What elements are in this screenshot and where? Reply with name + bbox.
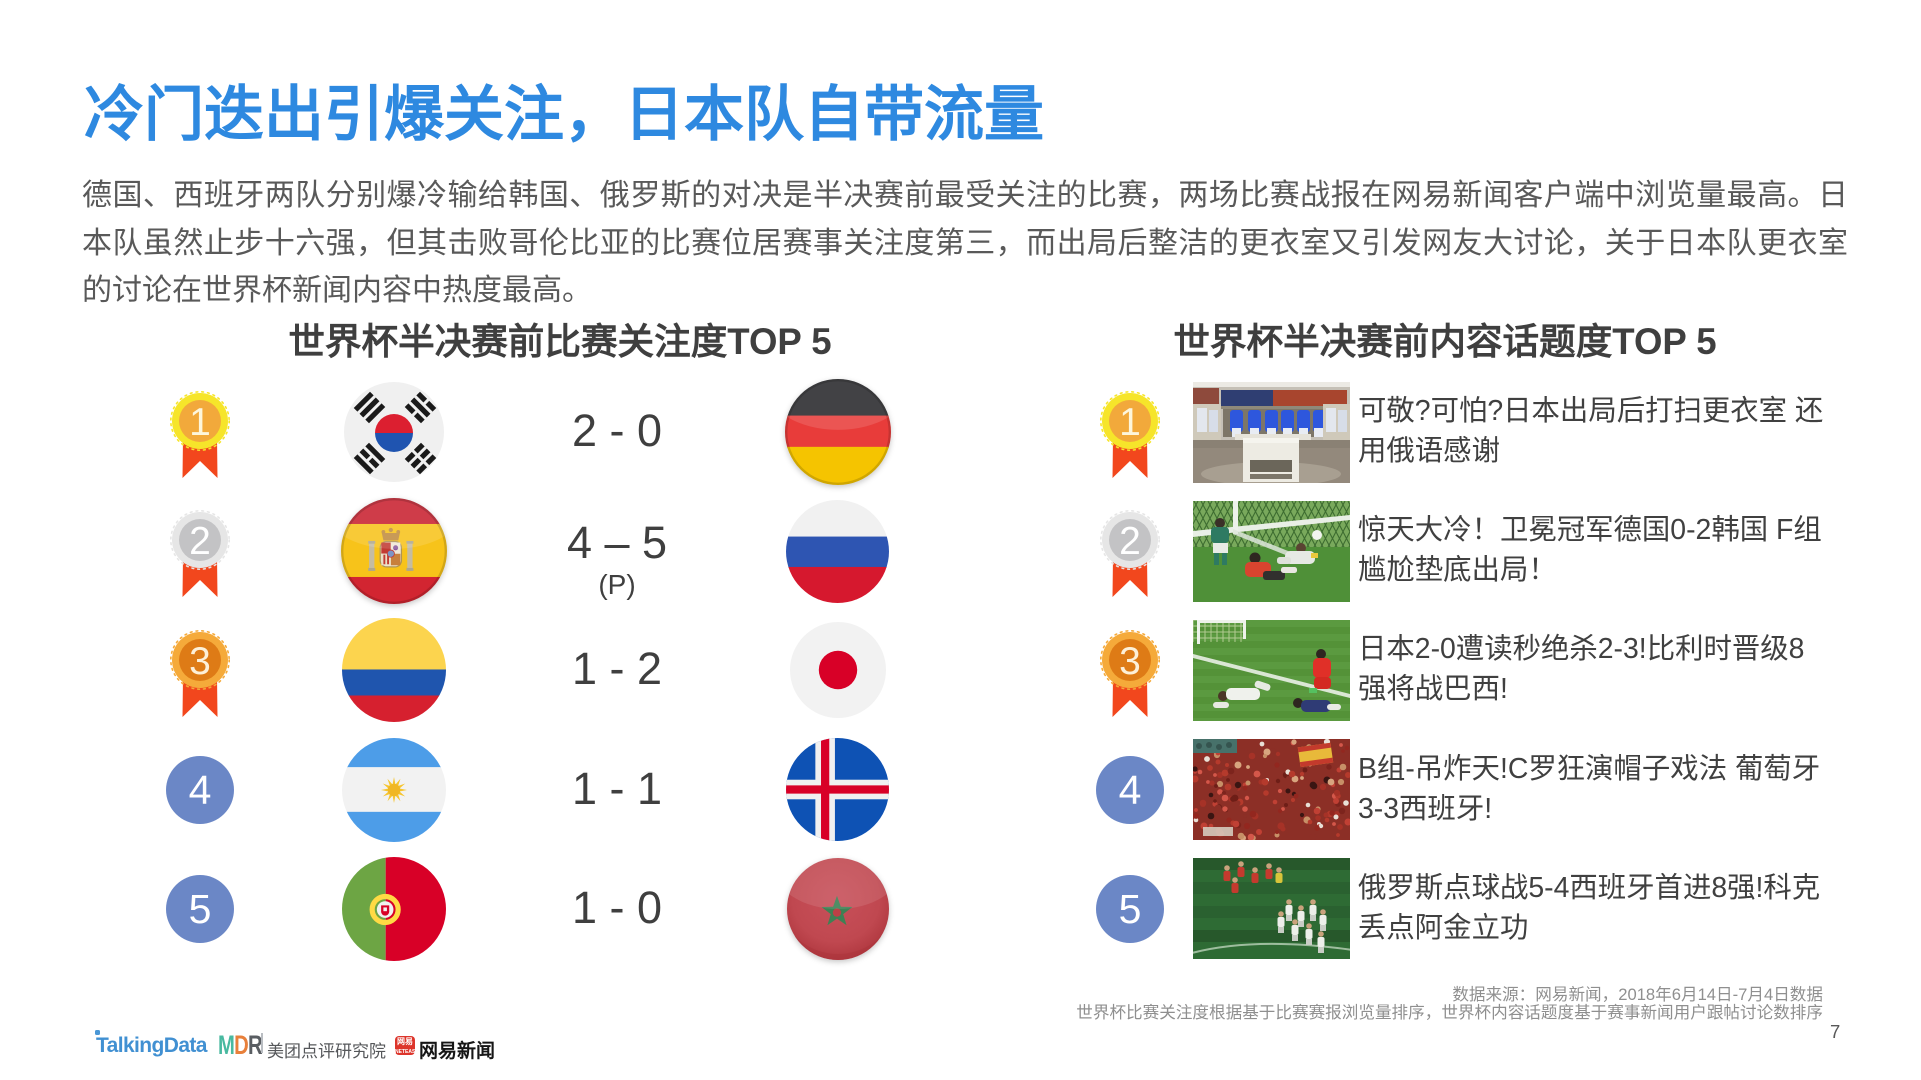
- svg-text:3: 3: [189, 640, 211, 683]
- svg-text:5: 5: [1119, 886, 1142, 932]
- svg-text:1: 1: [189, 401, 211, 444]
- svg-text:4: 4: [1119, 767, 1142, 813]
- svg-text:2: 2: [189, 520, 211, 563]
- svg-text:1: 1: [1119, 401, 1141, 444]
- svg-text:2: 2: [1119, 520, 1141, 563]
- svg-text:3: 3: [1119, 640, 1141, 683]
- svg-text:4: 4: [189, 767, 212, 813]
- svg-text:5: 5: [189, 886, 212, 932]
